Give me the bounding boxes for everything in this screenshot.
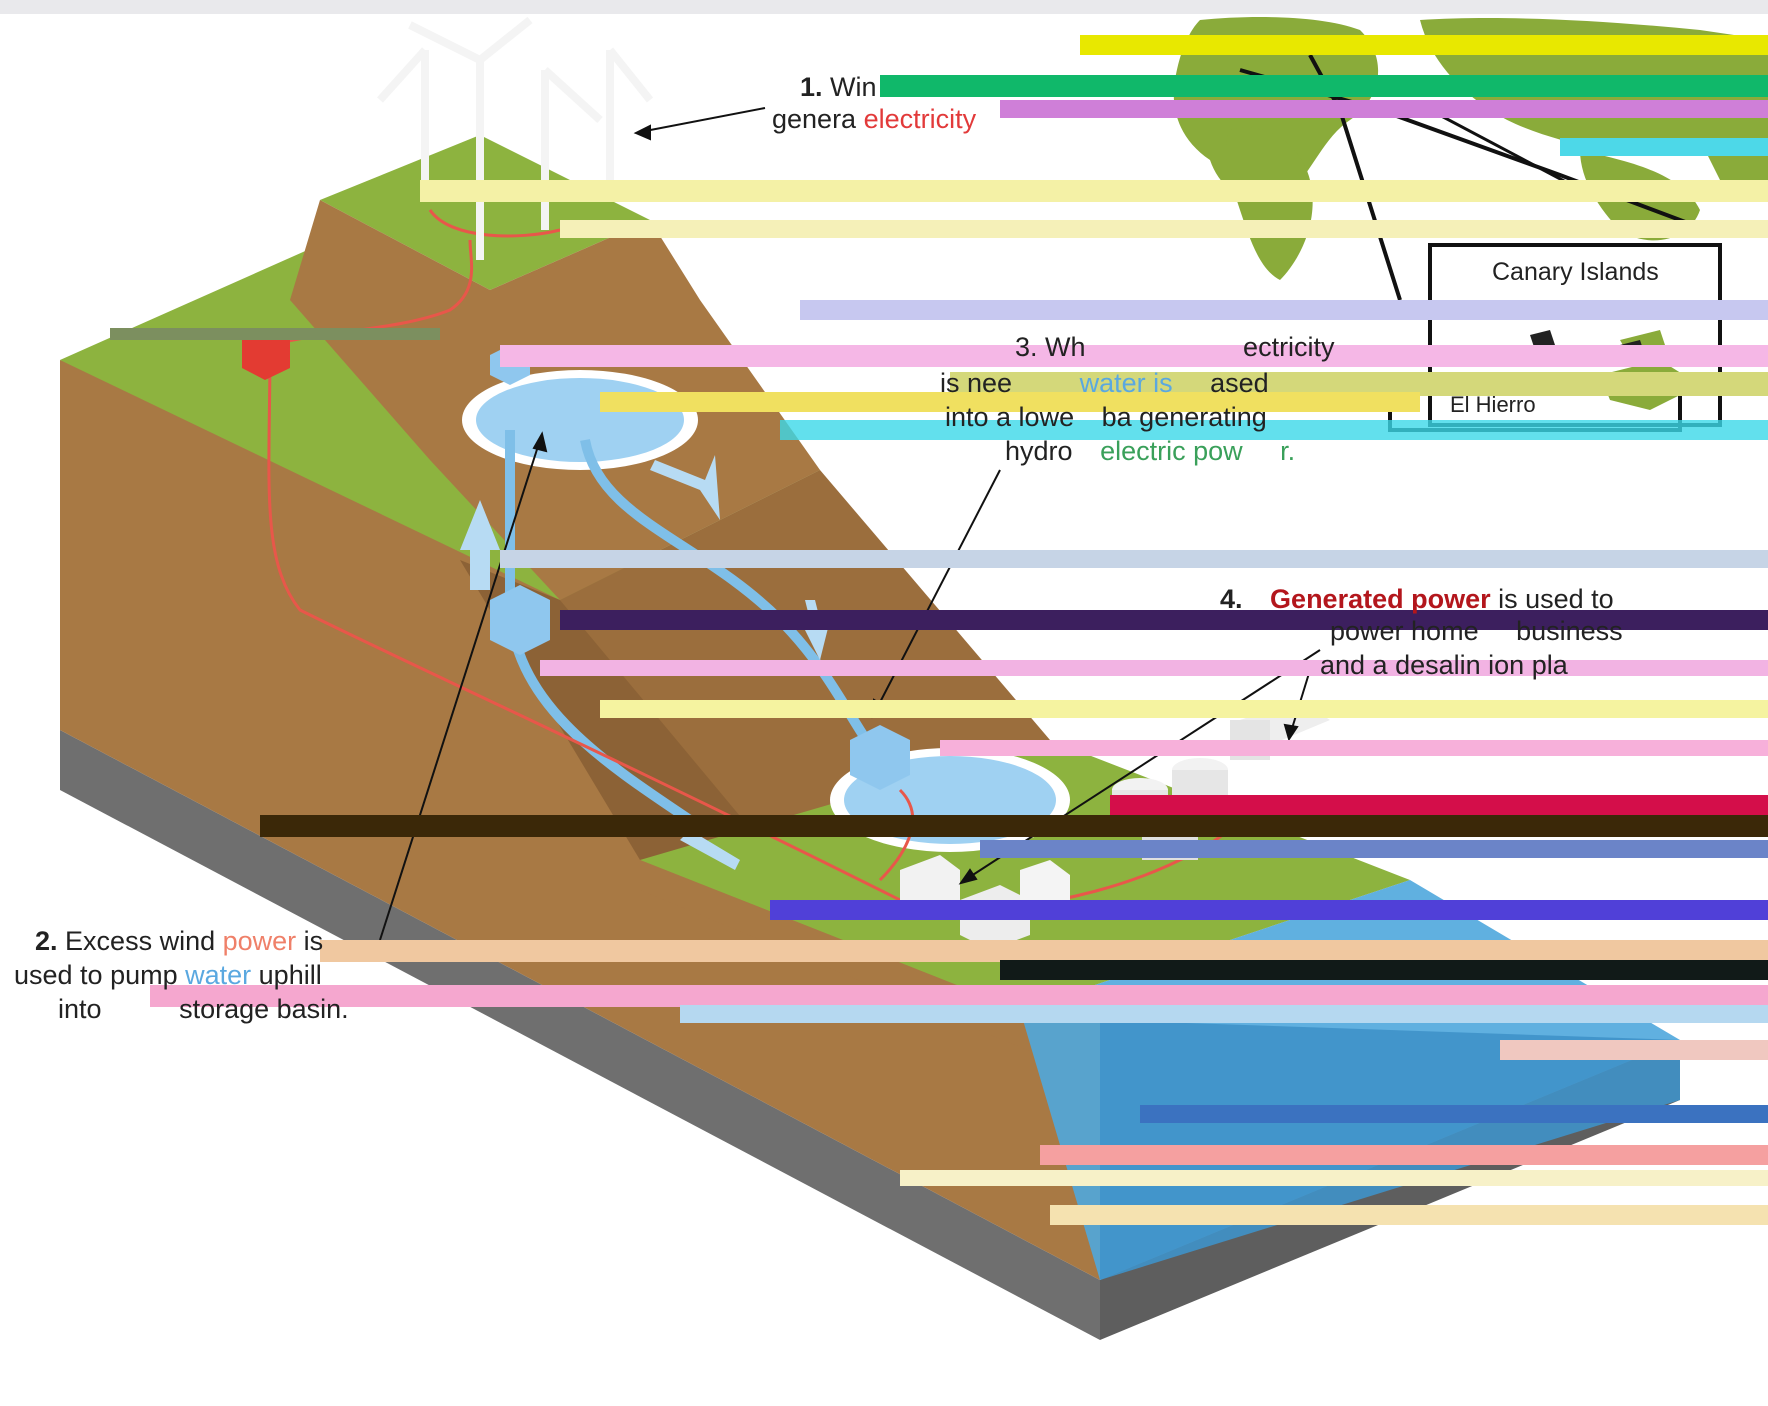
power-cable — [267, 344, 1262, 911]
step2-text: Excess wind — [65, 926, 223, 956]
wind-turbines — [377, 16, 654, 260]
step1-text: Win — [830, 72, 877, 102]
step2-highlight: water — [185, 960, 252, 990]
step4-text: power home — [1330, 616, 1479, 646]
flow-arrow — [680, 830, 740, 870]
step3-line3: into a lowe ba generating — [945, 400, 1267, 434]
step2-line3: into storage basin. — [58, 992, 349, 1026]
step3-highlight: pow — [1193, 436, 1243, 466]
flow-arrow — [650, 455, 720, 520]
step4-text: and a desalin — [1320, 650, 1481, 680]
step1-highlight: electricity — [863, 104, 977, 134]
step3-text: ba — [1101, 402, 1132, 432]
step3-highlight: electric — [1100, 436, 1194, 466]
step3-text: 3. Wh — [1015, 332, 1086, 362]
turbine-station — [850, 725, 910, 790]
bedrock-left — [60, 730, 1100, 1340]
step4-line2: power home business — [1330, 614, 1623, 648]
step2-text: into — [58, 994, 102, 1024]
artifact-bands — [110, 35, 1768, 1225]
step4-highlight: Generated power — [1270, 584, 1491, 614]
pump-station — [490, 585, 550, 655]
step2-line2: used to pump water uphill — [14, 958, 322, 992]
step1-line1: 1. Win — [800, 70, 877, 104]
el-hierro-label: El Hierro — [1450, 392, 1536, 417]
step3-line2: is nee water is ased — [940, 366, 1269, 400]
step4-line1: 4. Generated power is used to — [1220, 582, 1614, 616]
substation — [242, 328, 290, 380]
step2-text: is — [296, 926, 324, 956]
step4-line3: and a desalin ion pla — [1320, 648, 1568, 682]
step3-text: ased — [1210, 368, 1269, 398]
step3-line4: hydro electric pow r. — [1005, 434, 1295, 468]
step3-text: into a lowe — [945, 402, 1075, 432]
step3-highlight: r. — [1280, 436, 1296, 466]
step3-text: ectricity — [1243, 332, 1335, 362]
step3-text: generating — [1139, 402, 1267, 432]
step2-text: uphill — [251, 960, 322, 990]
power-cable — [428, 209, 561, 238]
step1-number: 1. — [800, 72, 823, 102]
step3-line1: 3. Wh ectricity — [1015, 330, 1335, 364]
step2-highlight: power — [222, 926, 297, 956]
step2-text: used to pump — [14, 960, 186, 990]
step2-number: 2. — [35, 926, 58, 956]
step4-text: is used to — [1490, 584, 1614, 614]
flow-arrow — [460, 500, 500, 590]
step1-line2: genera electricity — [772, 102, 976, 136]
top-bar — [0, 0, 1768, 14]
step3-text: hydro — [1005, 436, 1073, 466]
step3-highlight: water is — [1079, 368, 1173, 398]
step4-text: business — [1516, 616, 1623, 646]
power-cable — [878, 788, 915, 882]
canary-islands-label: Canary Islands — [1492, 258, 1659, 286]
step4-text: ion pla — [1488, 650, 1568, 680]
step2-text: storage basin. — [179, 994, 349, 1024]
step2-line1: 2. Excess wind power is — [35, 924, 323, 958]
mountain-peak-grass — [320, 135, 650, 290]
step4-number: 4. — [1220, 584, 1243, 614]
step1-text: genera — [772, 104, 857, 134]
mountain-peak-soil — [290, 200, 700, 300]
lower-terrace-front — [640, 860, 1100, 1080]
step3-text: is nee — [940, 368, 1013, 398]
